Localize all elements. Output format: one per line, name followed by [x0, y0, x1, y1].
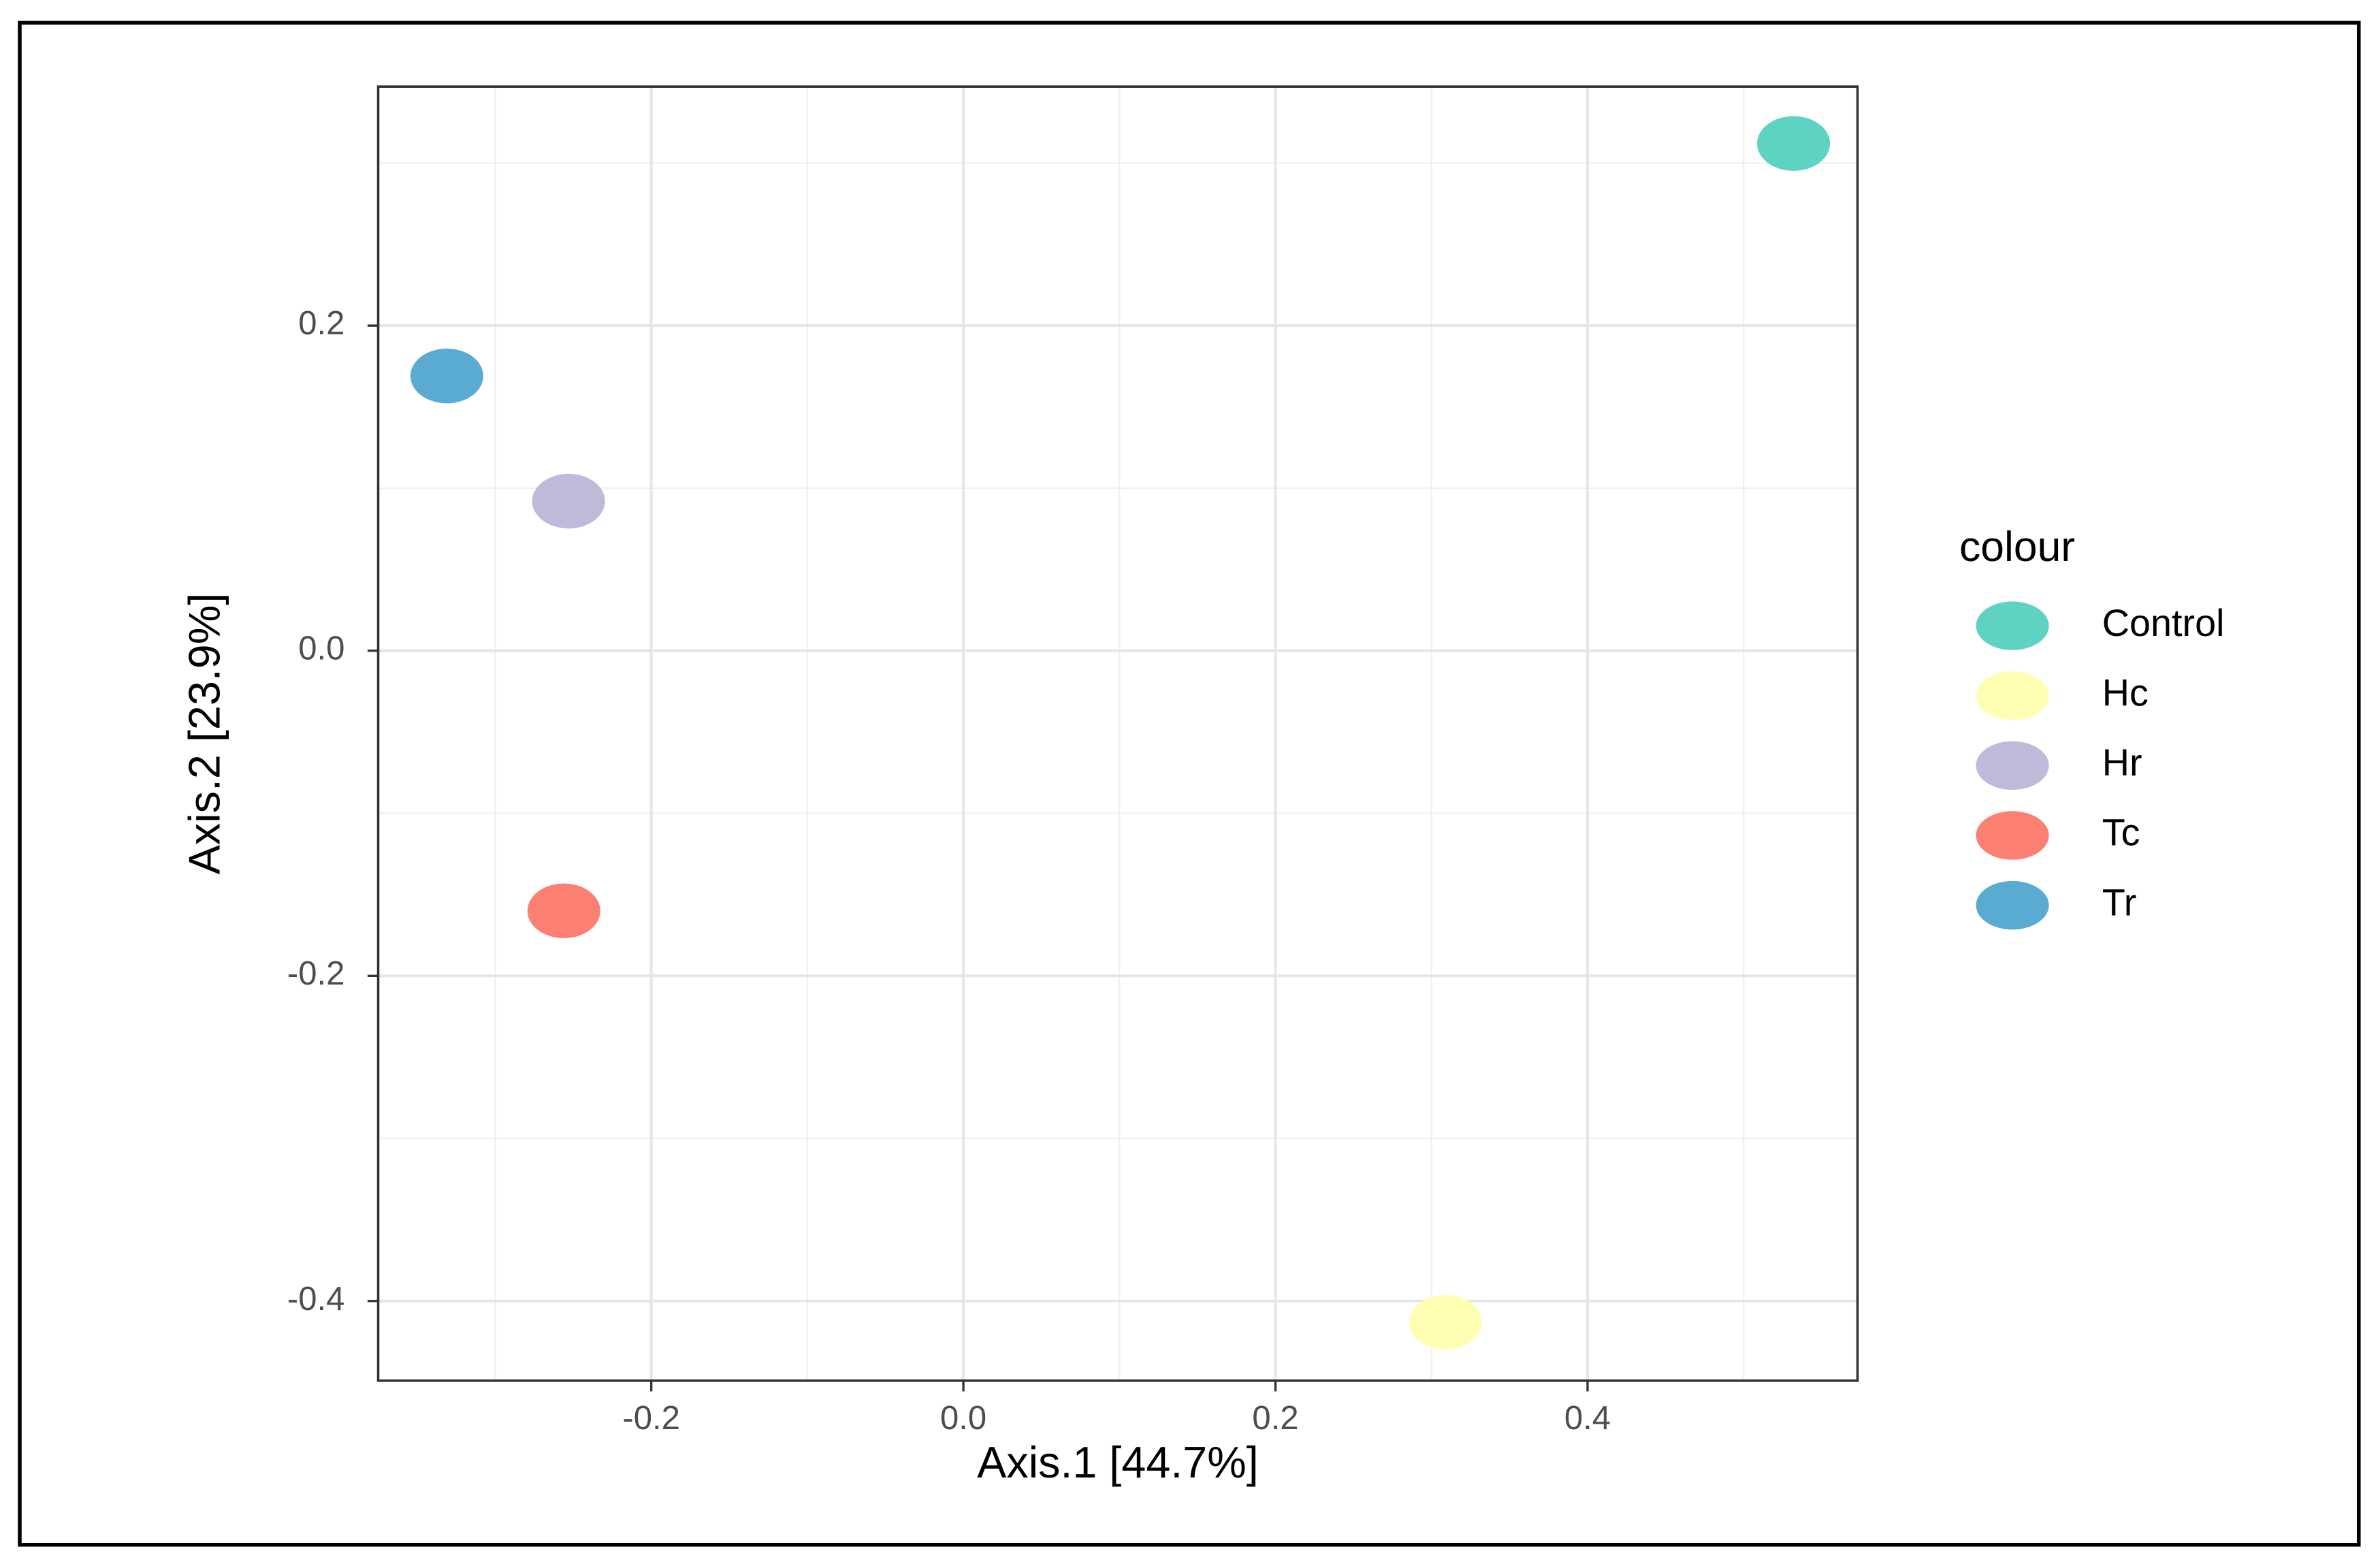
x-axis-title: Axis.1 [44.7%] [977, 1437, 1259, 1487]
legend-label: Hr [2102, 741, 2142, 784]
legend-label: Hc [2102, 671, 2149, 714]
point [1409, 1294, 1482, 1350]
legend-key [1976, 741, 2049, 790]
y-tick-label: 0.2 [298, 305, 344, 342]
legend-key [1976, 880, 2049, 930]
legend-label: Control [2102, 602, 2225, 644]
y-tick-label: -0.4 [287, 1281, 345, 1317]
point [532, 473, 605, 529]
x-tick-label: -0.2 [622, 1400, 680, 1437]
legend-key [1976, 601, 2049, 650]
panel-border [376, 85, 1859, 1382]
x-tick-label: 0.0 [940, 1400, 986, 1437]
legend-label: Tr [2102, 881, 2137, 923]
point [1757, 116, 1831, 171]
legend-title: colour [1959, 523, 2075, 571]
legend-key [1976, 671, 2049, 720]
point [527, 883, 600, 938]
legend-label: Tc [2102, 812, 2140, 854]
x-tick-label: 0.2 [1252, 1400, 1298, 1437]
panel-background [378, 86, 1858, 1381]
x-tick-label: 0.4 [1564, 1400, 1611, 1437]
y-axis-title: Axis.2 [23.9%] [180, 593, 229, 874]
legend-key [1976, 811, 2049, 860]
y-tick-label: -0.2 [287, 955, 345, 992]
point [410, 349, 483, 404]
y-tick-label: 0.0 [298, 630, 344, 667]
